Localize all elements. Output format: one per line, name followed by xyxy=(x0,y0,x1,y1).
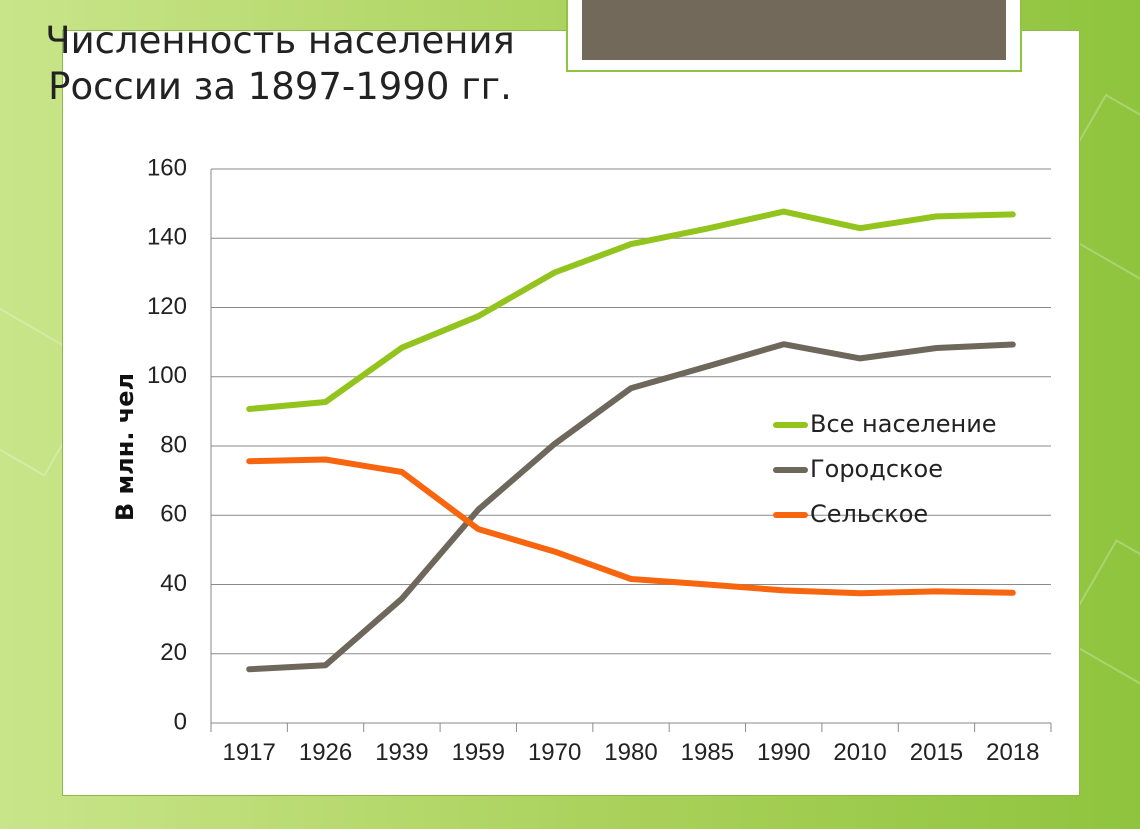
series-lines xyxy=(246,208,1016,673)
x-tick-label: 1926 xyxy=(299,739,352,766)
y-tick-label: 120 xyxy=(147,293,187,320)
y-tick-label: 20 xyxy=(160,639,187,666)
slide-panel xyxy=(62,30,1080,796)
title-placeholder-box xyxy=(566,0,1022,72)
y-tick-label: 100 xyxy=(147,362,187,389)
y-axis-ticks: 0 20 40 60 80 100 120 140 160 xyxy=(147,154,187,735)
x-tick-label: 1959 xyxy=(452,739,505,766)
x-tick-label: 2015 xyxy=(910,739,963,766)
y-tick-label: 140 xyxy=(147,224,187,251)
legend-label: Все население xyxy=(810,410,997,438)
chart-legend: Все население Городское Сельское xyxy=(773,410,997,528)
x-tick-label: 1985 xyxy=(681,739,734,766)
slide-title: Численность населения России за 1897-199… xyxy=(20,18,540,110)
y-axis-label: В млн. чел xyxy=(111,373,139,521)
x-axis-ticks: 1917 1926 1939 1959 1970 1980 1985 1990 2010 2015… xyxy=(210,723,1052,766)
x-tick-label: 1990 xyxy=(757,739,810,766)
x-tick-label: 1970 xyxy=(528,739,581,766)
title-placeholder-fill xyxy=(582,0,1006,60)
x-tick-label: 1939 xyxy=(375,739,428,766)
legend-label: Сельское xyxy=(810,500,928,528)
x-tick-label: 1980 xyxy=(604,739,657,766)
y-tick-label: 40 xyxy=(160,570,187,597)
series-line xyxy=(246,341,1016,673)
y-tick-label: 80 xyxy=(160,431,187,458)
slide-title-line-2: России за 1897-1990 гг. xyxy=(48,65,512,108)
x-tick-label: 2018 xyxy=(986,739,1039,766)
x-tick-label: 2010 xyxy=(833,739,886,766)
y-tick-label: 160 xyxy=(147,154,187,181)
legend-label: Городское xyxy=(810,455,943,483)
x-tick-label: 1917 xyxy=(222,739,275,766)
series-line xyxy=(246,456,1016,597)
y-tick-label: 0 xyxy=(174,708,187,735)
grid-lines xyxy=(210,168,1051,724)
slide-title-line-1: Численность населения xyxy=(45,19,515,62)
y-tick-label: 60 xyxy=(160,501,187,528)
series-line xyxy=(246,208,1016,412)
